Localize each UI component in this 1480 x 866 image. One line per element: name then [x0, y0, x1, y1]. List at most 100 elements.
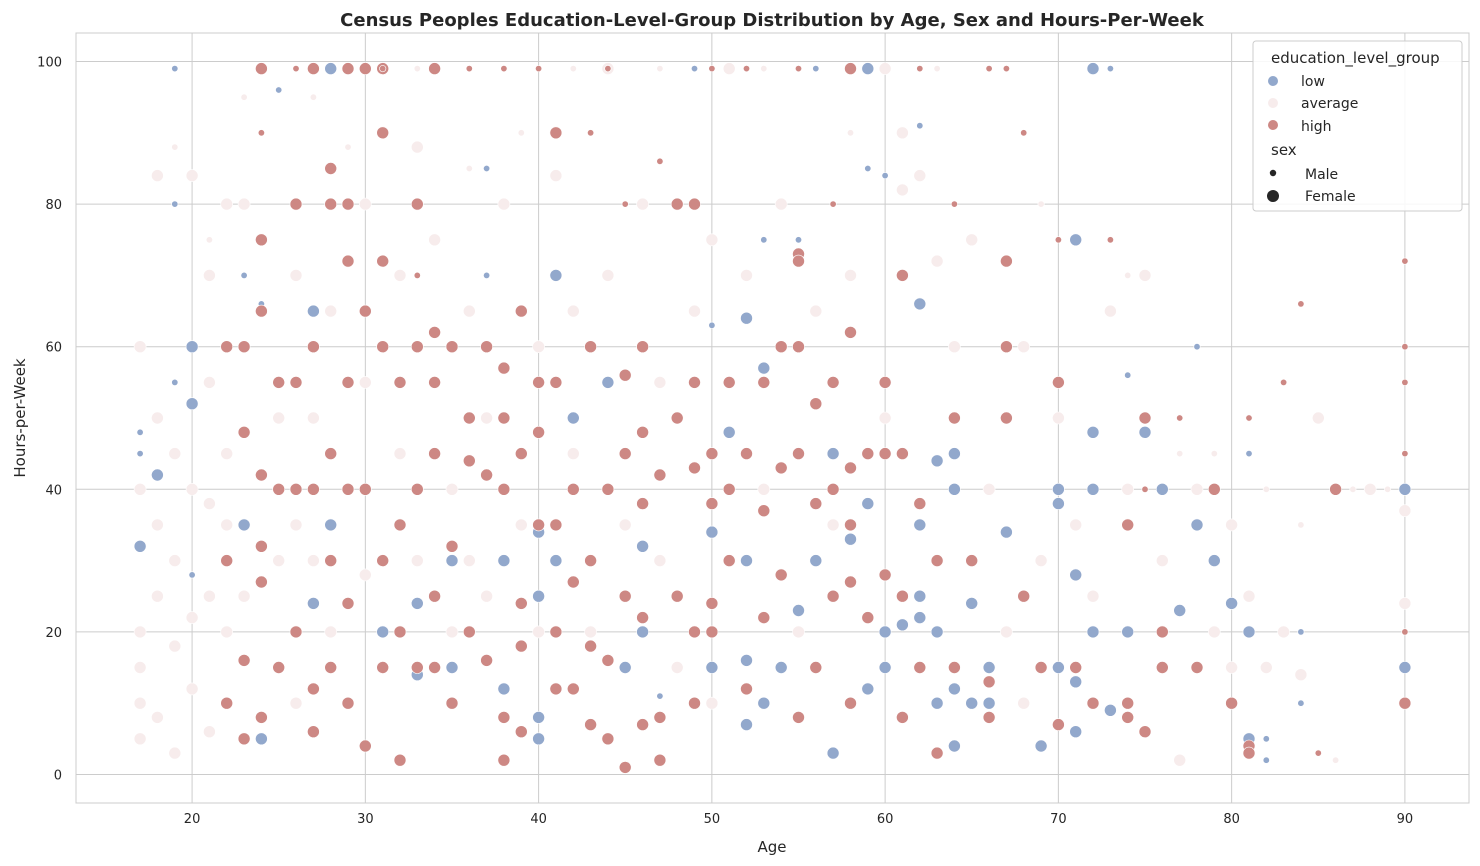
- y-tick-label: 0: [54, 768, 62, 783]
- scatter-point-high-female: [878, 568, 892, 582]
- scatter-point-average-female: [930, 254, 944, 268]
- scatter-point-high-male: [535, 65, 543, 73]
- scatter-point-high-male: [1401, 343, 1409, 351]
- scatter-point-high-female: [601, 654, 615, 667]
- scatter-point-high-female: [948, 411, 961, 425]
- scatter-point-average-male: [344, 143, 352, 151]
- scatter-point-high-female: [514, 639, 528, 653]
- scatter-point-high-female: [636, 425, 649, 439]
- scatter-point-low-female: [1069, 725, 1082, 739]
- scatter-point-high-female: [272, 376, 286, 389]
- scatter-point-average-female: [133, 340, 147, 354]
- scatter-point-high-male: [379, 65, 387, 73]
- scatter-point-high-female: [497, 361, 511, 375]
- scatter-point-high-male: [1401, 450, 1409, 458]
- scatter-point-high-female: [497, 711, 511, 724]
- legend-hue-title: education_level_group: [1271, 49, 1440, 68]
- scatter-point-high-female: [289, 625, 303, 639]
- grid-lines: [76, 33, 1469, 803]
- scatter-point-average-female: [272, 411, 286, 425]
- scatter-point-high-female: [826, 376, 840, 389]
- scatter-point-low-female: [1034, 739, 1048, 753]
- legend-marker-male: [1269, 169, 1277, 177]
- scatter-point-average-female: [151, 411, 164, 425]
- scatter-point-high-female: [549, 518, 563, 532]
- scatter-point-high-female: [255, 711, 268, 724]
- scatter-point-low-female: [722, 425, 736, 439]
- scatter-point-high-female: [410, 482, 424, 496]
- legend-marker-female: [1267, 190, 1279, 202]
- scatter-point-average-female: [1398, 597, 1412, 610]
- scatter-point-low-female: [913, 297, 927, 311]
- scatter-point-high-female: [982, 711, 996, 724]
- scatter-point-high-female: [1121, 518, 1134, 532]
- scatter-point-average-female: [237, 197, 251, 211]
- scatter-point-low-female: [497, 682, 511, 696]
- scatter-point-low-female: [982, 661, 996, 674]
- scatter-point-high-female: [826, 589, 840, 603]
- scatter-point-high-female: [341, 597, 355, 610]
- scatter-point-high-female: [653, 468, 667, 482]
- scatter-point-high-female: [584, 718, 597, 731]
- scatter-point-low-female: [809, 554, 823, 567]
- scatter-point-average-female: [1225, 661, 1238, 674]
- scatter-point-low-female: [618, 661, 632, 674]
- scatter-point-high-female: [740, 682, 753, 696]
- scatter-point-average-female: [185, 482, 199, 496]
- scatter-point-average-female: [1052, 411, 1065, 425]
- scatter-point-average-female: [168, 746, 182, 760]
- scatter-point-average-female: [133, 625, 147, 639]
- scatter-point-average-male: [846, 129, 854, 137]
- scatter-point-average-female: [428, 233, 441, 247]
- scatter-point-high-female: [514, 725, 528, 739]
- scatter-point-average-male: [1210, 450, 1218, 458]
- scatter-point-high-female: [376, 254, 390, 268]
- scatter-point-low-male: [136, 450, 144, 458]
- scatter-point-high-female: [255, 575, 268, 589]
- scatter-point-low-male: [1193, 343, 1201, 351]
- scatter-point-average-female: [393, 447, 407, 460]
- scatter-point-high-female: [289, 197, 303, 211]
- scatter-point-high-female: [930, 746, 944, 760]
- scatter-point-low-female: [1242, 625, 1256, 639]
- scatter-point-low-female: [878, 625, 892, 639]
- scatter-point-average-female: [203, 589, 216, 603]
- scatter-point-high-female: [376, 661, 390, 674]
- scatter-point-high-female: [1052, 376, 1065, 389]
- scatter-point-high-female: [670, 589, 684, 603]
- scatter-point-average-female: [133, 482, 147, 496]
- scatter-point-high-female: [341, 482, 355, 496]
- scatter-point-average-female: [272, 554, 286, 567]
- scatter-point-average-female: [1156, 554, 1169, 567]
- scatter-point-low-male: [1124, 371, 1132, 379]
- scatter-point-high-male: [1401, 628, 1409, 636]
- scatter-point-low-female: [1173, 604, 1186, 617]
- scatter-point-low-female: [861, 497, 875, 510]
- tick-labels: 20 30 40 50 60 70 80 90 0 20 40 60 80 100: [37, 56, 1413, 827]
- scatter-point-high-female: [289, 482, 303, 496]
- scatter-point-low-female: [1398, 661, 1412, 674]
- scatter-point-high-female: [341, 696, 355, 710]
- scatter-point-average-female: [289, 518, 303, 532]
- scatter-point-high-female: [462, 411, 476, 425]
- scatter-point-high-female: [410, 340, 424, 354]
- scatter-point-average-male: [205, 236, 213, 244]
- scatter-point-average-female: [151, 169, 164, 182]
- scatter-point-average-female: [896, 126, 909, 140]
- scatter-point-low-female: [1398, 482, 1412, 496]
- scatter-point-high-female: [1017, 589, 1031, 603]
- scatter-point-high-female: [705, 597, 719, 610]
- scatter-point-average-female: [896, 183, 909, 197]
- scatter-point-low-female: [566, 411, 580, 425]
- scatter-point-average-female: [809, 304, 823, 318]
- scatter-point-average-female: [1312, 411, 1325, 425]
- scatter-point-average-female: [307, 554, 320, 567]
- scatter-point-high-female: [1121, 696, 1134, 710]
- scatter-point-high-female: [410, 661, 424, 674]
- scatter-point-low-male: [1262, 756, 1270, 764]
- scatter-point-high-female: [636, 611, 649, 624]
- scatter-point-high-male: [1054, 236, 1062, 244]
- scatter-point-high-female: [896, 447, 909, 460]
- scatter-point-average-female: [1138, 269, 1152, 282]
- legend-marker-low: [1268, 76, 1278, 86]
